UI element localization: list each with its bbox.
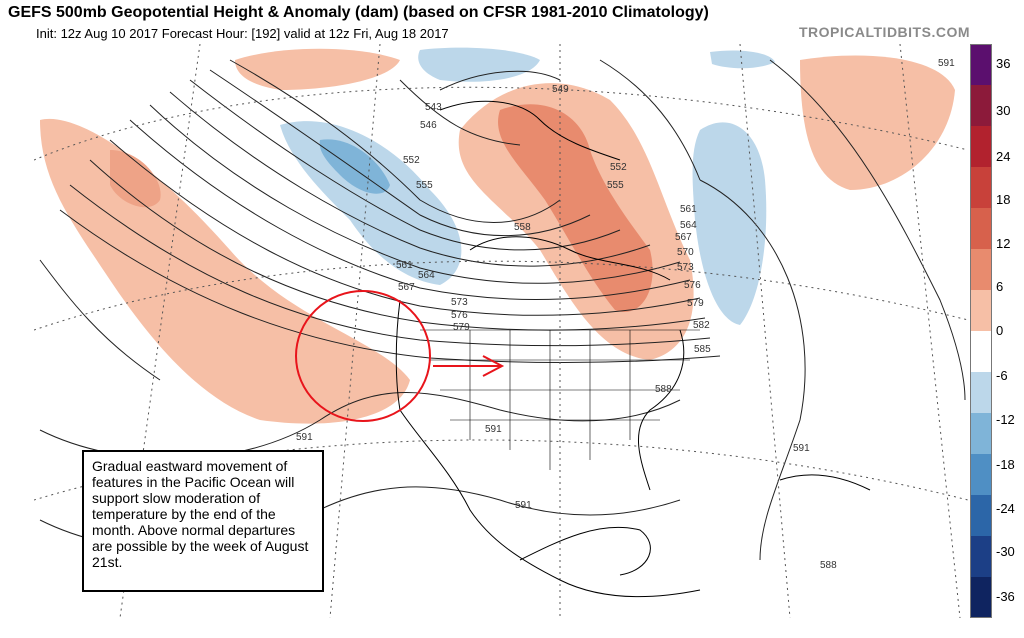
colorbar-label: 12	[996, 236, 1011, 251]
negative-anomaly-baffin	[418, 47, 540, 82]
contour-label: 552	[403, 155, 420, 166]
colorbar-swatch	[970, 249, 992, 291]
colorbar-label: 18	[996, 192, 1011, 207]
colorbar-swatch	[970, 44, 992, 86]
coastlines	[395, 100, 871, 598]
negative-anomaly-north-atlantic	[692, 122, 767, 325]
contour-label: 576	[451, 310, 468, 321]
annotation-box: Gradual eastward movement of features in…	[82, 450, 324, 592]
positive-anomaly-gulf-alaska	[235, 48, 400, 90]
positive-anomaly-atlantic	[800, 55, 955, 190]
colorbar-swatch	[970, 577, 992, 618]
colorbar-swatch	[970, 167, 992, 209]
colorbar-label: 24	[996, 149, 1011, 164]
contour-label: 561	[396, 260, 413, 271]
contour-label: 558	[514, 222, 531, 233]
anomaly-colorbar	[970, 44, 992, 618]
contour-label: 591	[793, 443, 810, 454]
colorbar-label: 6	[996, 279, 1004, 294]
contour-label: 555	[607, 180, 624, 191]
contour-label: 591	[296, 432, 313, 443]
contour-label: 567	[675, 232, 692, 243]
contour-label: 555	[416, 180, 433, 191]
contour-label: 564	[680, 220, 697, 231]
contour-label: 564	[418, 270, 435, 281]
contour-label: 591	[938, 58, 955, 69]
contour-label: 591	[515, 500, 532, 511]
contour-label: 570	[677, 247, 694, 258]
contour-label: 576	[684, 280, 701, 291]
highlight-circle	[295, 290, 431, 422]
contour-label: 579	[453, 322, 470, 333]
contour-label: 585	[694, 344, 711, 355]
contour-label: 573	[451, 297, 468, 308]
eastward-arrow	[433, 355, 505, 377]
contour-label: 546	[420, 120, 437, 131]
colorbar-label: 30	[996, 103, 1011, 118]
contour-label: 573	[677, 262, 694, 273]
contour-value-labels: 543 546 549 552 552 555 555 558 561 561 …	[296, 58, 955, 571]
colorbar-label: -6	[996, 368, 1008, 383]
brand-watermark: TROPICALTIDBITS.COM	[798, 24, 970, 40]
map-title: GEFS 500mb Geopotential Height & Anomaly…	[8, 4, 709, 21]
negative-anomaly-west-canada-core	[319, 139, 390, 194]
negative-anomaly-small	[710, 50, 775, 69]
contour-label: 591	[485, 424, 502, 435]
colorbar-label: 0	[996, 323, 1004, 338]
colorbar-label: -30	[996, 544, 1015, 559]
state-borders	[420, 329, 700, 470]
graticule	[34, 44, 968, 618]
contour-label: 579	[687, 298, 704, 309]
contour-label: 567	[398, 282, 415, 293]
colorbar-label: -36	[996, 589, 1015, 604]
colorbar-swatch	[970, 413, 992, 455]
colorbar-swatch	[970, 208, 992, 250]
colorbar-swatch	[970, 85, 992, 127]
contour-label: 552	[610, 162, 627, 173]
contour-label: 588	[820, 560, 837, 571]
contour-label: 549	[552, 84, 569, 95]
colorbar-swatch	[970, 290, 992, 332]
colorbar-swatch	[970, 126, 992, 168]
colorbar-label: 36	[996, 56, 1011, 71]
colorbar-label: -18	[996, 457, 1015, 472]
colorbar-label: -24	[996, 501, 1015, 516]
positive-anomaly-pacific-core	[110, 150, 161, 208]
colorbar-swatch	[970, 454, 992, 496]
colorbar-swatch	[970, 372, 992, 414]
contour-label: 588	[655, 384, 672, 395]
colorbar-swatch	[970, 331, 992, 373]
contour-label: 543	[425, 102, 442, 113]
colorbar-frame	[970, 44, 992, 618]
contour-label: 561	[680, 204, 697, 215]
map-subtitle: Init: 12z Aug 10 2017 Forecast Hour: [19…	[36, 26, 449, 41]
contour-label: 582	[693, 320, 710, 331]
colorbar-label: -12	[996, 412, 1015, 427]
colorbar-swatch	[970, 495, 992, 537]
positive-anomaly-canada-core	[498, 104, 653, 312]
colorbar-swatch	[970, 536, 992, 578]
